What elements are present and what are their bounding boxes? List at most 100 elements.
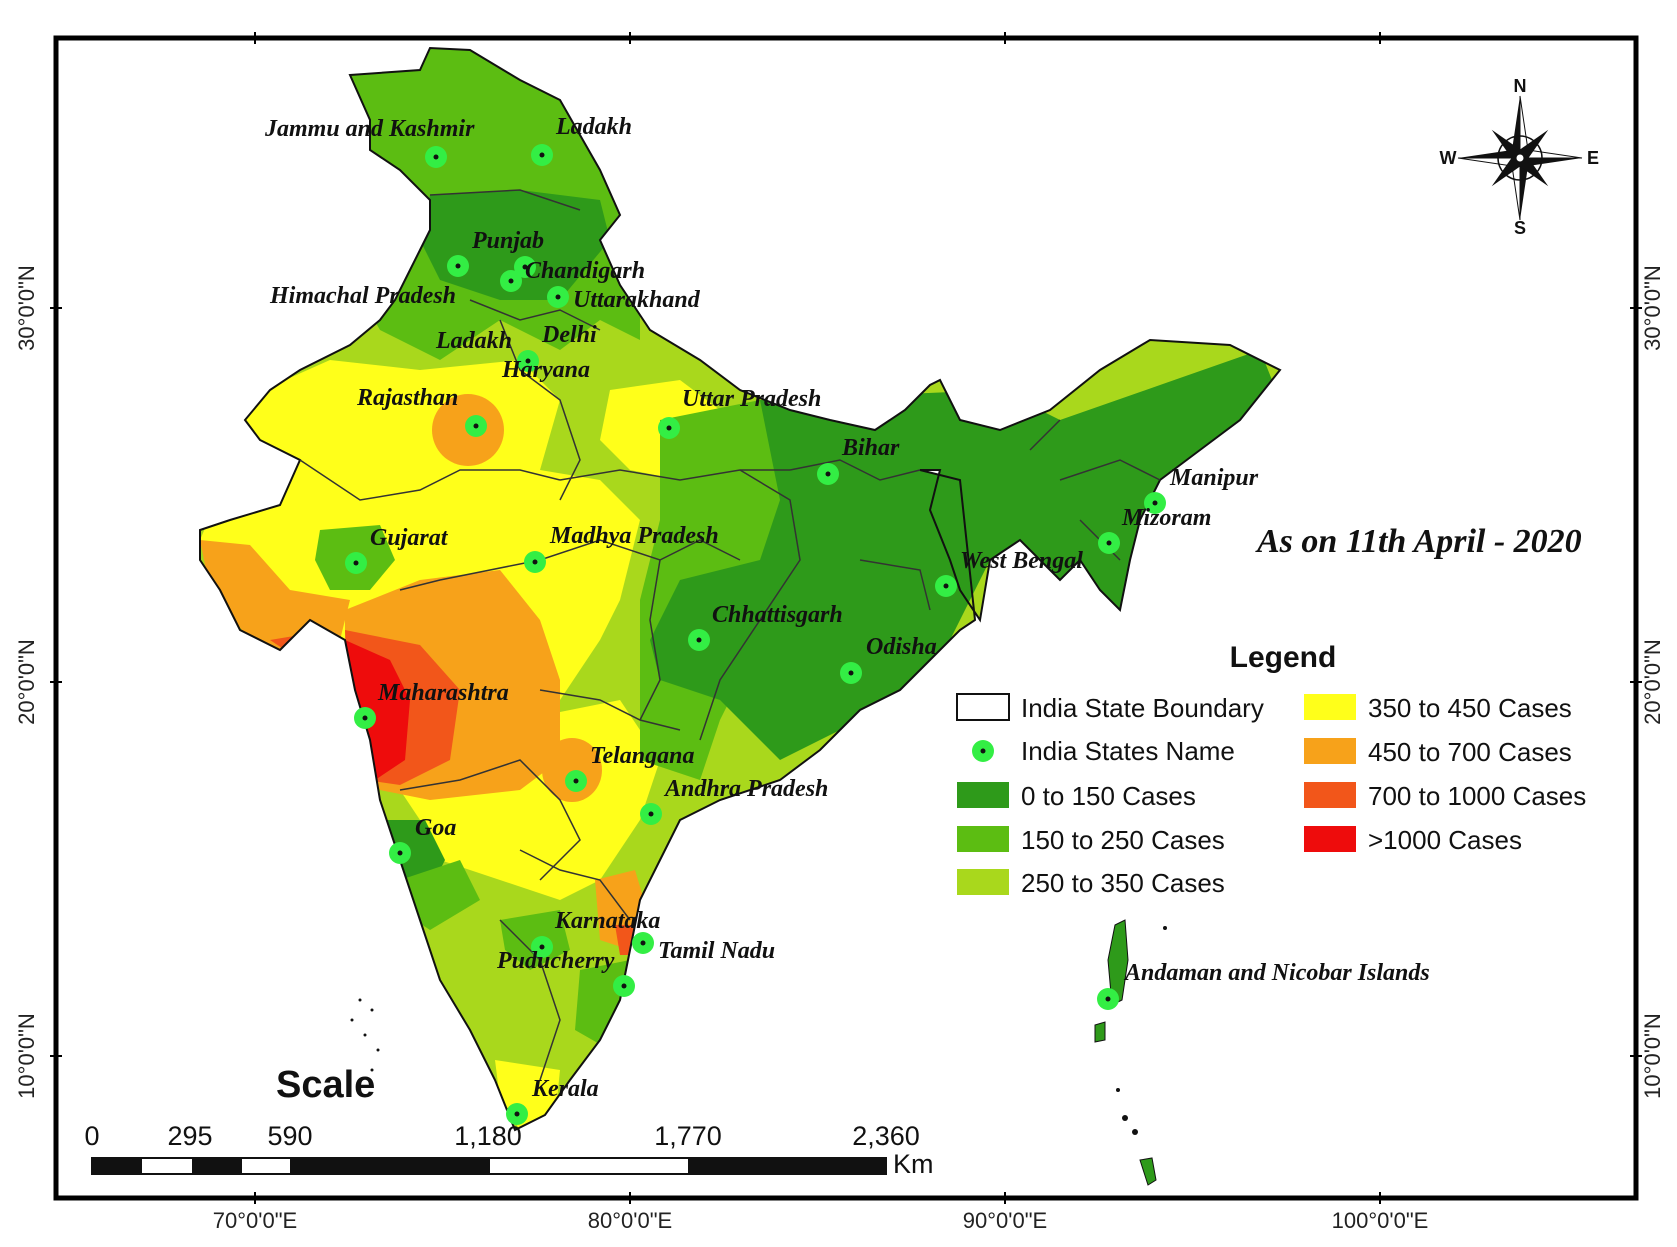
lat-label-30-left: 30°0'0"N — [14, 265, 39, 351]
lat-label-10-left: 10°0'0"N — [14, 1013, 39, 1099]
legend-item-450-700: 450 to 700 Cases — [1304, 737, 1572, 767]
state-label: Jammu and Kashmir — [264, 116, 475, 142]
legend-label: 0 to 150 Cases — [1021, 781, 1196, 811]
state-label: Andaman and Nicobar Islands — [1123, 960, 1430, 986]
compass-rose-icon — [1457, 95, 1583, 221]
state-marker — [1144, 492, 1166, 514]
state-marker — [935, 575, 957, 597]
legend-label: India States Name — [1021, 736, 1235, 766]
state-marker — [1098, 532, 1120, 554]
lat-label-20-left: 20°0'0"N — [14, 639, 39, 725]
zone-0-150-north — [420, 190, 610, 300]
legend-swatch — [1304, 826, 1356, 852]
state-label: Rajasthan — [356, 385, 458, 411]
zone-450-700-telangana — [542, 738, 602, 802]
lon-label-80: 80°0'0"E — [588, 1208, 672, 1233]
scale-tick-label: 295 — [167, 1121, 212, 1151]
state-marker — [565, 770, 587, 792]
latitude-labels: 30°0'0"N 20°0'0"N 10°0'0"N 30°0'0"N 20°0… — [14, 265, 1665, 1099]
state-marker — [688, 629, 710, 651]
state-marker — [632, 932, 654, 954]
zone-0-150-east — [650, 350, 1280, 760]
lakshadweep-dots — [350, 998, 380, 1072]
state-marker — [500, 270, 522, 292]
state-label: Kerala — [531, 1076, 599, 1102]
india-outline — [199, 46, 1282, 1132]
legend: Legend India State Boundary India States… — [956, 641, 1586, 898]
lat-label-30-right: 30°0'0"N — [1640, 265, 1665, 351]
state-label: Madhya Pradesh — [549, 523, 719, 549]
state-label: Goa — [415, 815, 456, 841]
compass-w: W — [1440, 148, 1457, 168]
andaman-nicobar-islands — [1094, 919, 1157, 1186]
state-marker — [465, 415, 487, 437]
legend-label: 450 to 700 Cases — [1368, 737, 1572, 767]
legend-label: India State Boundary — [1021, 693, 1264, 723]
compass-e: E — [1587, 148, 1599, 168]
state-marker — [447, 255, 469, 277]
compass-n: N — [1514, 76, 1527, 96]
state-label: Puducherry — [496, 948, 615, 974]
legend-swatch — [957, 869, 1009, 895]
legend-item-150-250: 150 to 250 Cases — [957, 825, 1225, 855]
state-marker — [817, 463, 839, 485]
legend-item-350-450: 350 to 450 Cases — [1304, 693, 1572, 723]
state-marker — [613, 975, 635, 997]
state-label: Himachal Pradesh — [269, 283, 456, 309]
state-label: Delhi — [541, 322, 597, 348]
scale-tick-label: 1,180 — [454, 1121, 522, 1151]
state-marker — [506, 1103, 528, 1125]
graticule-ticks — [50, 32, 1642, 1204]
scale-tick-label: 0 — [84, 1121, 99, 1151]
state-marker — [658, 417, 680, 439]
legend-item-boundary: India State Boundary — [956, 693, 1264, 723]
state-label: West Bengal — [960, 548, 1083, 574]
state-marker — [354, 707, 376, 729]
state-label: Haryana — [501, 357, 590, 383]
state-marker — [1097, 988, 1119, 1010]
state-label: Maharashtra — [377, 680, 509, 706]
legend-label: >1000 Cases — [1368, 825, 1522, 855]
legend-item-0-150: 0 to 150 Cases — [957, 781, 1196, 811]
state-label: Uttar Pradesh — [682, 386, 821, 412]
state-label: Chhattisgarh — [712, 602, 843, 628]
state-marker — [531, 936, 553, 958]
longitude-labels: 70°0'0"E 80°0'0"E 90°0'0"E 100°0'0"E — [213, 1208, 1429, 1233]
state-label: Bihar — [841, 435, 900, 461]
state-label: Mizoram — [1121, 505, 1211, 531]
state-marker — [517, 350, 539, 372]
state-labels: Jammu and Kashmir Ladakh Punjab Chandiga… — [264, 114, 1430, 1102]
date-note: As on 11th April - 2020 — [1255, 523, 1582, 560]
legend-label: 350 to 450 Cases — [1368, 693, 1572, 723]
lat-label-10-right: 10°0'0"N — [1640, 1013, 1665, 1099]
state-marker — [524, 551, 546, 573]
legend-label: 250 to 350 Cases — [1021, 868, 1225, 898]
compass-s: S — [1514, 218, 1526, 238]
scale-tick-label: 1,770 — [654, 1121, 722, 1151]
state-label: Telangana — [590, 743, 694, 769]
state-label: Manipur — [1169, 465, 1259, 491]
state-label: Andhra Pradesh — [663, 776, 828, 802]
state-boundaries — [299, 189, 1161, 1081]
scale-bar: Scale 0 295 590 1,180 1,770 2,360 Km — [84, 1064, 933, 1179]
legend-swatch — [1304, 694, 1356, 720]
legend-swatch-boundary — [956, 693, 1010, 721]
state-marker — [640, 803, 662, 825]
legend-item-marker: India States Name — [972, 736, 1235, 766]
state-marker — [547, 286, 569, 308]
state-marker — [389, 842, 411, 864]
state-label: Punjab — [471, 228, 544, 254]
lon-label-90: 90°0'0"E — [963, 1208, 1047, 1233]
state-label: Karnataka — [554, 908, 660, 934]
legend-title: Legend — [1230, 641, 1337, 674]
state-marker — [840, 662, 862, 684]
state-markers — [345, 144, 1166, 1125]
state-marker — [514, 256, 536, 278]
lon-label-70: 70°0'0"E — [213, 1208, 297, 1233]
legend-item-1000: >1000 Cases — [1304, 825, 1522, 855]
legend-swatch — [957, 826, 1009, 852]
state-marker — [425, 146, 447, 168]
state-label: Ladakh — [555, 114, 632, 140]
state-marker — [531, 144, 553, 166]
